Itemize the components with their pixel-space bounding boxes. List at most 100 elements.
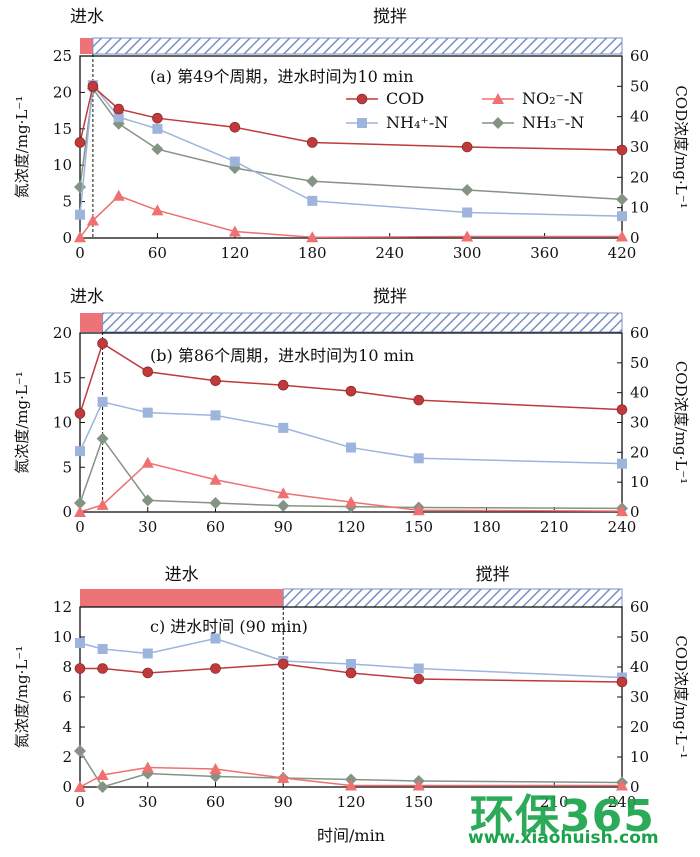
y-right-tick-label: 20 <box>630 718 649 736</box>
data-point <box>616 505 628 517</box>
legend-label: NH₃⁻-N <box>522 113 584 132</box>
data-point <box>75 446 85 457</box>
data-point <box>278 422 289 433</box>
data-point <box>74 497 86 510</box>
y-left-tick-label: 10 <box>53 414 72 432</box>
data-point <box>113 112 124 123</box>
y-right-tick-label: 30 <box>630 138 649 156</box>
series-line <box>79 401 623 465</box>
phase-label-stir: 搅拌 <box>373 7 407 27</box>
data-point <box>96 781 109 793</box>
data-point <box>616 779 628 791</box>
data-point <box>74 663 86 674</box>
watermark-url: www.xiaohuish.com <box>468 828 659 848</box>
x-tick-label: 60 <box>148 244 167 262</box>
y-right-tick-label: 10 <box>630 199 649 217</box>
x-tick-label: 90 <box>274 793 293 811</box>
data-point <box>229 156 240 167</box>
y-right-tick-label: 40 <box>630 108 649 126</box>
series-line <box>79 750 623 788</box>
legend-label: COD <box>386 89 424 108</box>
x-tick-label: 210 <box>540 793 569 811</box>
chart-panel-2: 进水 搅拌0 30 60 90 120 150 210 24002468101201020304… <box>13 565 690 845</box>
y-left-tick-label: 2 <box>62 748 72 766</box>
phase-label-stir: 搅拌 <box>476 565 510 585</box>
x-tick-label: 180 <box>472 518 501 536</box>
series-line <box>79 342 623 414</box>
data-point <box>209 763 222 774</box>
watermark-brand: 环保365 <box>470 791 655 842</box>
series-no-n <box>74 761 628 792</box>
y-left-tick-label: 0 <box>62 778 72 796</box>
x-tick-label: 240 <box>608 518 637 536</box>
data-point <box>616 404 628 415</box>
legend-marker <box>357 118 367 128</box>
y-left-tick-label: 20 <box>53 324 72 342</box>
data-point <box>412 779 425 791</box>
data-point <box>616 144 628 156</box>
y-left-tick-label: 8 <box>62 658 72 676</box>
fill-phase-bar <box>80 589 284 607</box>
y-left-tick-label: 4 <box>62 718 72 736</box>
phase-label-fill: 进水 <box>165 565 199 585</box>
legend-label: NH₄⁺-N <box>386 113 448 132</box>
y-left-tick-label: 0 <box>62 229 72 247</box>
series-nh-n <box>74 82 628 206</box>
data-point <box>113 103 125 115</box>
y-right-tick-label: 50 <box>630 628 649 646</box>
series-line <box>80 663 623 683</box>
data-point <box>306 137 318 148</box>
data-point <box>97 396 108 407</box>
data-point <box>461 230 474 242</box>
y-right-tick-label: 60 <box>630 598 649 616</box>
data-point <box>97 338 108 349</box>
data-point <box>142 366 154 378</box>
x-tick-label: 360 <box>530 244 559 262</box>
legend-label: NO₂⁻-N <box>522 89 583 108</box>
series-line <box>79 84 623 151</box>
data-point <box>228 225 241 237</box>
y-right-axis-label: COD浓度/mg·L⁻¹ <box>672 635 690 758</box>
panel-title: c) 进水时间 (90 min) <box>150 617 308 636</box>
data-point <box>74 137 86 148</box>
y-left-axis-label: 氮浓度/mg·L⁻¹ <box>13 646 31 749</box>
data-point <box>345 779 357 791</box>
phase-label-fill: 进水 <box>70 287 104 307</box>
data-point <box>142 407 153 418</box>
y-right-tick-label: 30 <box>630 688 649 706</box>
data-point <box>462 207 473 218</box>
x-tick-label: 60 <box>206 793 225 811</box>
y-left-axis-label: 氮浓度/mg·L⁻¹ <box>13 371 31 474</box>
data-point <box>74 745 86 757</box>
data-point <box>209 473 222 485</box>
data-point <box>141 456 154 468</box>
y-right-tick-label: 60 <box>630 47 649 65</box>
data-point <box>142 648 153 659</box>
series-line <box>79 461 623 513</box>
legend-marker <box>356 93 368 105</box>
data-point <box>74 506 86 517</box>
y-left-tick-label: 15 <box>53 369 72 387</box>
data-point <box>74 181 86 194</box>
x-tick-label: 0 <box>75 244 85 262</box>
data-point <box>616 676 628 688</box>
data-point <box>97 663 108 674</box>
series-line <box>79 437 623 510</box>
x-tick-label: 120 <box>221 244 250 262</box>
data-point <box>616 193 628 206</box>
data-point <box>413 663 424 674</box>
data-point <box>142 667 154 679</box>
phase-label-stir: 搅拌 <box>373 287 407 307</box>
data-point <box>277 487 290 499</box>
data-point <box>74 781 86 792</box>
stir-phase-bar <box>282 588 623 608</box>
data-point <box>346 442 356 453</box>
x-tick-label: 150 <box>404 793 433 811</box>
panel-title: (a) 第49个周期，进水时间为10 min <box>150 67 414 86</box>
data-point <box>96 432 109 445</box>
data-point <box>112 189 125 201</box>
y-right-tick-label: 10 <box>630 473 649 491</box>
legend-marker <box>492 117 504 129</box>
x-tick-label: 30 <box>138 518 157 536</box>
data-point <box>209 497 222 510</box>
